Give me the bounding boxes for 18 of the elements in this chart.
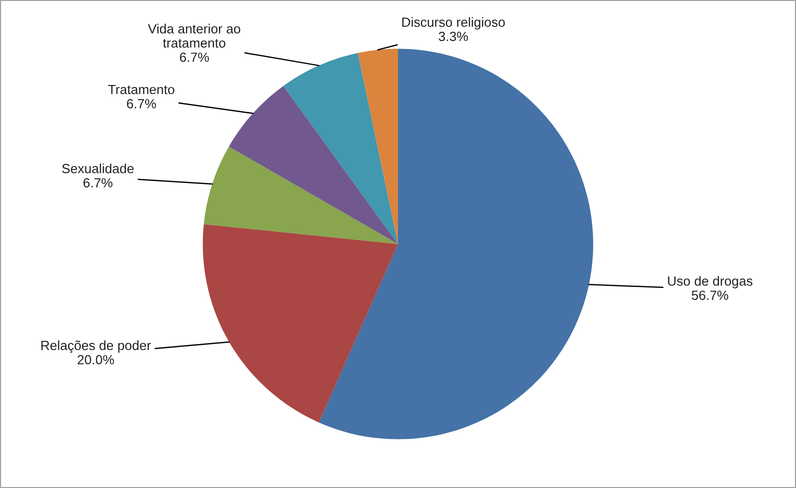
pie-slice [283, 52, 398, 244]
data-label: 3.3% [438, 32, 468, 42]
pie-slice [228, 86, 398, 244]
data-label: 6.7% [180, 52, 209, 62]
data-label: 6.7% [126, 99, 156, 108]
data-label: 6.7% [83, 178, 112, 188]
data-label: 56.7% [692, 290, 728, 300]
pie-slice [202, 224, 398, 422]
pie-slice [318, 48, 594, 440]
slice-label: Vida anterior ao tratamento [148, 24, 240, 48]
slice-label: Discurso religioso [402, 17, 505, 30]
pie-slice [204, 146, 398, 244]
data-label: 20.0% [78, 355, 114, 364]
slice-label: Uso de drogas [668, 276, 752, 288]
slice-label: Sexualidade [62, 164, 134, 174]
slice-label: Relações de poder [41, 340, 151, 353]
pie-slice [358, 48, 398, 244]
slice-label: Tratamento [108, 84, 174, 94]
